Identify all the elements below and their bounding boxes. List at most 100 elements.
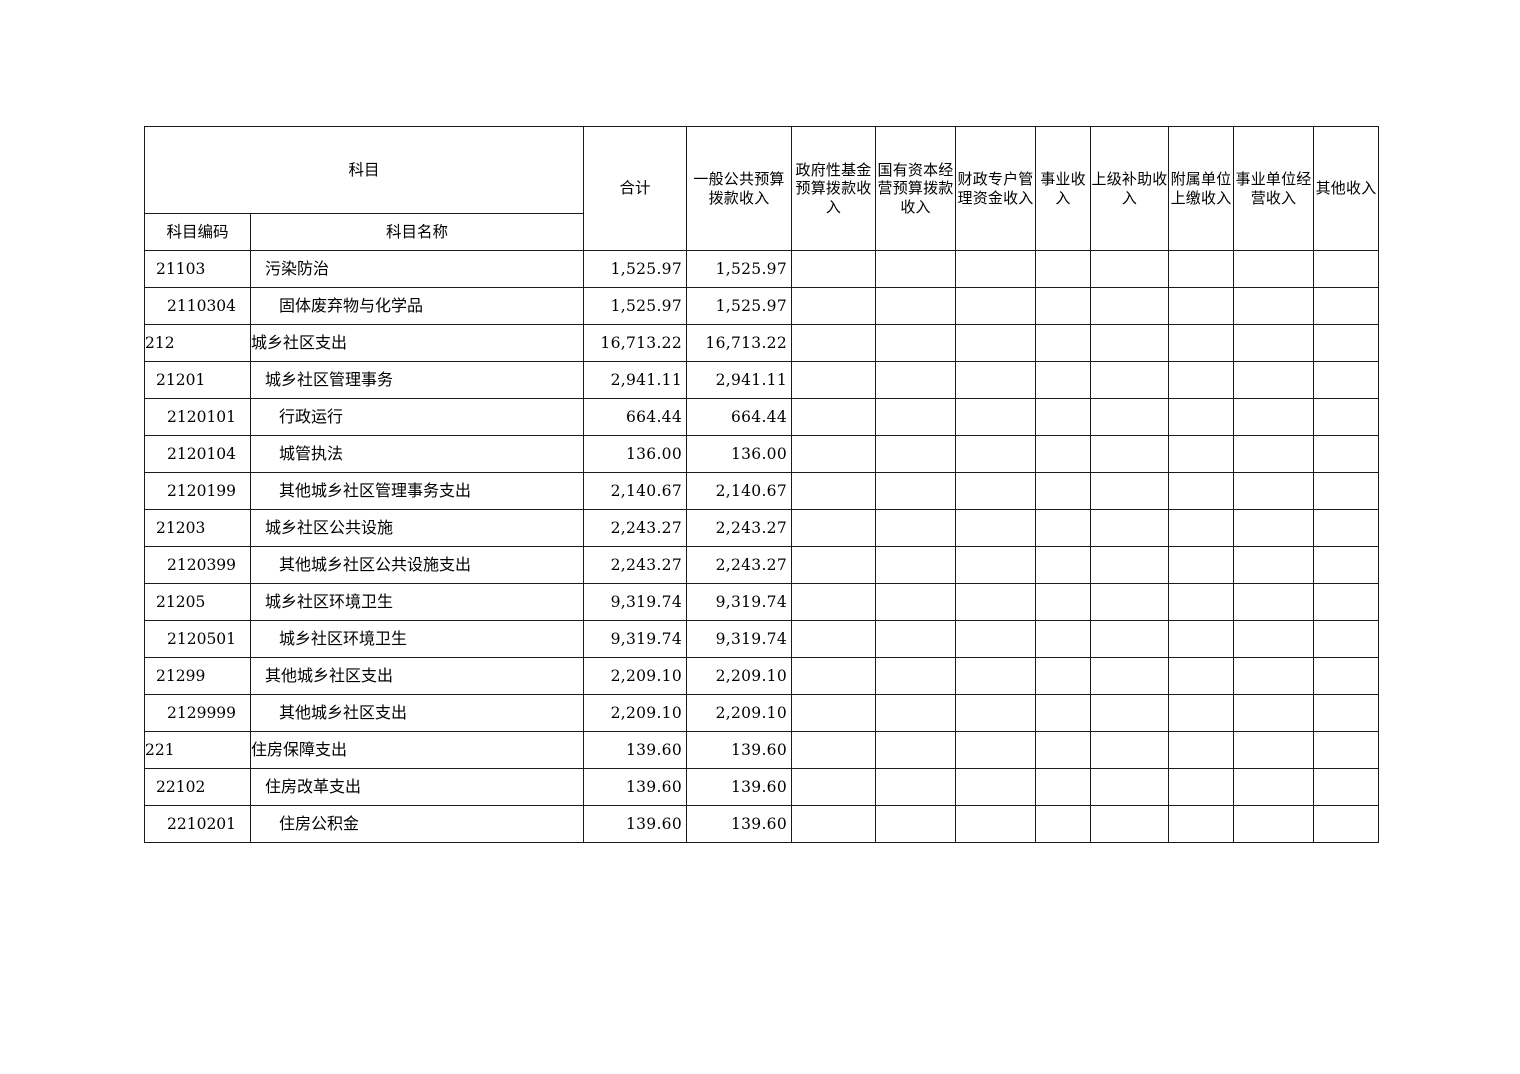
cell-fin <box>955 546 1037 584</box>
cell-soe <box>875 509 957 547</box>
cell-ops <box>1035 546 1092 584</box>
cell-fin <box>955 583 1037 621</box>
cell-total: 2,140.67 <box>583 472 688 510</box>
table-header: 科目 合计 一般公共预算拨款收入 政府性基金预算拨款收入 国有资本经营预算拨款收… <box>143 126 1380 251</box>
cell-sub <box>1168 324 1235 362</box>
cell-sub <box>1168 768 1235 806</box>
cell-subject-name: 住房公积金 <box>249 805 585 843</box>
table-row: 2110304 固体废弃物与化学品 1,525.97 1,525.97 <box>144 287 1380 325</box>
table-body: 21103 污染防治 1,525.97 1,525.97 2110304 固体废弃物与化学… <box>144 250 1380 843</box>
cell-subject-name: 城乡社区支出 <box>249 324 585 362</box>
table-row: 2120101 行政运行 664.44 664.44 <box>144 398 1380 436</box>
header-subject-group: 科目 <box>143 126 585 214</box>
cell-total: 2,209.10 <box>583 657 688 695</box>
cell-sup <box>1090 657 1170 695</box>
cell-sup <box>1090 324 1170 362</box>
cell-gen: 2,140.67 <box>686 472 793 510</box>
table-row: 21201 城乡社区管理事务 2,941.11 2,941.11 <box>144 361 1380 399</box>
cell-fin <box>955 472 1037 510</box>
cell-gen: 139.60 <box>686 768 793 806</box>
cell-subject-name: 其他城乡社区支出 <box>249 694 585 732</box>
cell-gov <box>791 287 877 325</box>
cell-sup <box>1090 694 1170 732</box>
cell-gen: 2,209.10 <box>686 657 793 695</box>
cell-subject-name: 城乡社区环境卫生 <box>249 620 585 658</box>
cell-other <box>1313 546 1380 584</box>
cell-other <box>1313 657 1380 695</box>
cell-gov <box>791 398 877 436</box>
table-row: 21203 城乡社区公共设施 2,243.27 2,243.27 <box>144 509 1380 547</box>
header-col-general-public-budget-appropriation-income: 一般公共预算拨款收入 <box>686 126 793 251</box>
cell-sub <box>1168 250 1235 288</box>
cell-ops <box>1035 620 1092 658</box>
cell-biz <box>1233 768 1315 806</box>
cell-subject-name: 其他城乡社区管理事务支出 <box>249 472 585 510</box>
cell-fin <box>955 435 1037 473</box>
cell-subject-name: 城乡社区公共设施 <box>249 509 585 547</box>
header-row-secondary: 科目编码 科目名称 <box>144 213 1379 251</box>
cell-sub <box>1168 361 1235 399</box>
cell-ops <box>1035 731 1092 769</box>
cell-biz <box>1233 694 1315 732</box>
cell-other <box>1313 620 1380 658</box>
cell-biz <box>1233 250 1315 288</box>
cell-total: 664.44 <box>583 398 688 436</box>
cell-ops <box>1035 805 1092 843</box>
header-row-primary: 科目 合计 一般公共预算拨款收入 政府性基金预算拨款收入 国有资本经营预算拨款收… <box>143 126 1380 251</box>
cell-gov <box>791 768 877 806</box>
cell-sub <box>1168 509 1235 547</box>
table-row: 21299 其他城乡社区支出 2,209.10 2,209.10 <box>144 657 1380 695</box>
cell-subject-code: 2120501 <box>144 620 251 658</box>
cell-sub <box>1168 435 1235 473</box>
cell-fin <box>955 694 1037 732</box>
cell-sub <box>1168 398 1235 436</box>
cell-subject-name: 行政运行 <box>249 398 585 436</box>
cell-ops <box>1035 287 1092 325</box>
cell-gov <box>791 472 877 510</box>
cell-subject-code: 212 <box>144 324 251 362</box>
cell-sup <box>1090 287 1170 325</box>
cell-gen: 9,319.74 <box>686 583 793 621</box>
header-col-affiliated-unit-remittance-income: 附属单位上缴收入 <box>1168 126 1235 251</box>
cell-other <box>1313 287 1380 325</box>
table-row: 22102 住房改革支出 139.60 139.60 <box>144 768 1380 806</box>
cell-gov <box>791 731 877 769</box>
cell-fin <box>955 287 1037 325</box>
cell-gov <box>791 805 877 843</box>
cell-fin <box>955 509 1037 547</box>
cell-other <box>1313 731 1380 769</box>
cell-gov <box>791 435 877 473</box>
cell-other <box>1313 694 1380 732</box>
cell-soe <box>875 546 957 584</box>
cell-soe <box>875 805 957 843</box>
cell-ops <box>1035 768 1092 806</box>
cell-ops <box>1035 250 1092 288</box>
cell-other <box>1313 583 1380 621</box>
header-col-operating-income: 事业收入 <box>1035 126 1092 251</box>
cell-ops <box>1035 361 1092 399</box>
table-row: 21103 污染防治 1,525.97 1,525.97 <box>144 250 1380 288</box>
header-col-state-capital-operating-budget-appropriation-income: 国有资本经营预算拨款收入 <box>875 126 957 251</box>
cell-gov <box>791 620 877 658</box>
cell-fin <box>955 620 1037 658</box>
cell-biz <box>1233 583 1315 621</box>
cell-biz <box>1233 472 1315 510</box>
cell-soe <box>875 620 957 658</box>
cell-total: 2,209.10 <box>583 694 688 732</box>
header-col-other-income: 其他收入 <box>1313 126 1380 251</box>
cell-sup <box>1090 620 1170 658</box>
cell-fin <box>955 805 1037 843</box>
cell-ops <box>1035 435 1092 473</box>
cell-subject-code: 2129999 <box>144 694 251 732</box>
cell-fin <box>955 657 1037 695</box>
cell-gov <box>791 361 877 399</box>
header-col-superior-subsidy-income: 上级补助收入 <box>1090 126 1170 251</box>
header-subject-name: 科目名称 <box>249 213 585 251</box>
cell-soe <box>875 287 957 325</box>
cell-gov <box>791 583 877 621</box>
cell-fin <box>955 324 1037 362</box>
cell-biz <box>1233 398 1315 436</box>
cell-gov <box>791 324 877 362</box>
cell-subject-code: 21203 <box>144 509 251 547</box>
